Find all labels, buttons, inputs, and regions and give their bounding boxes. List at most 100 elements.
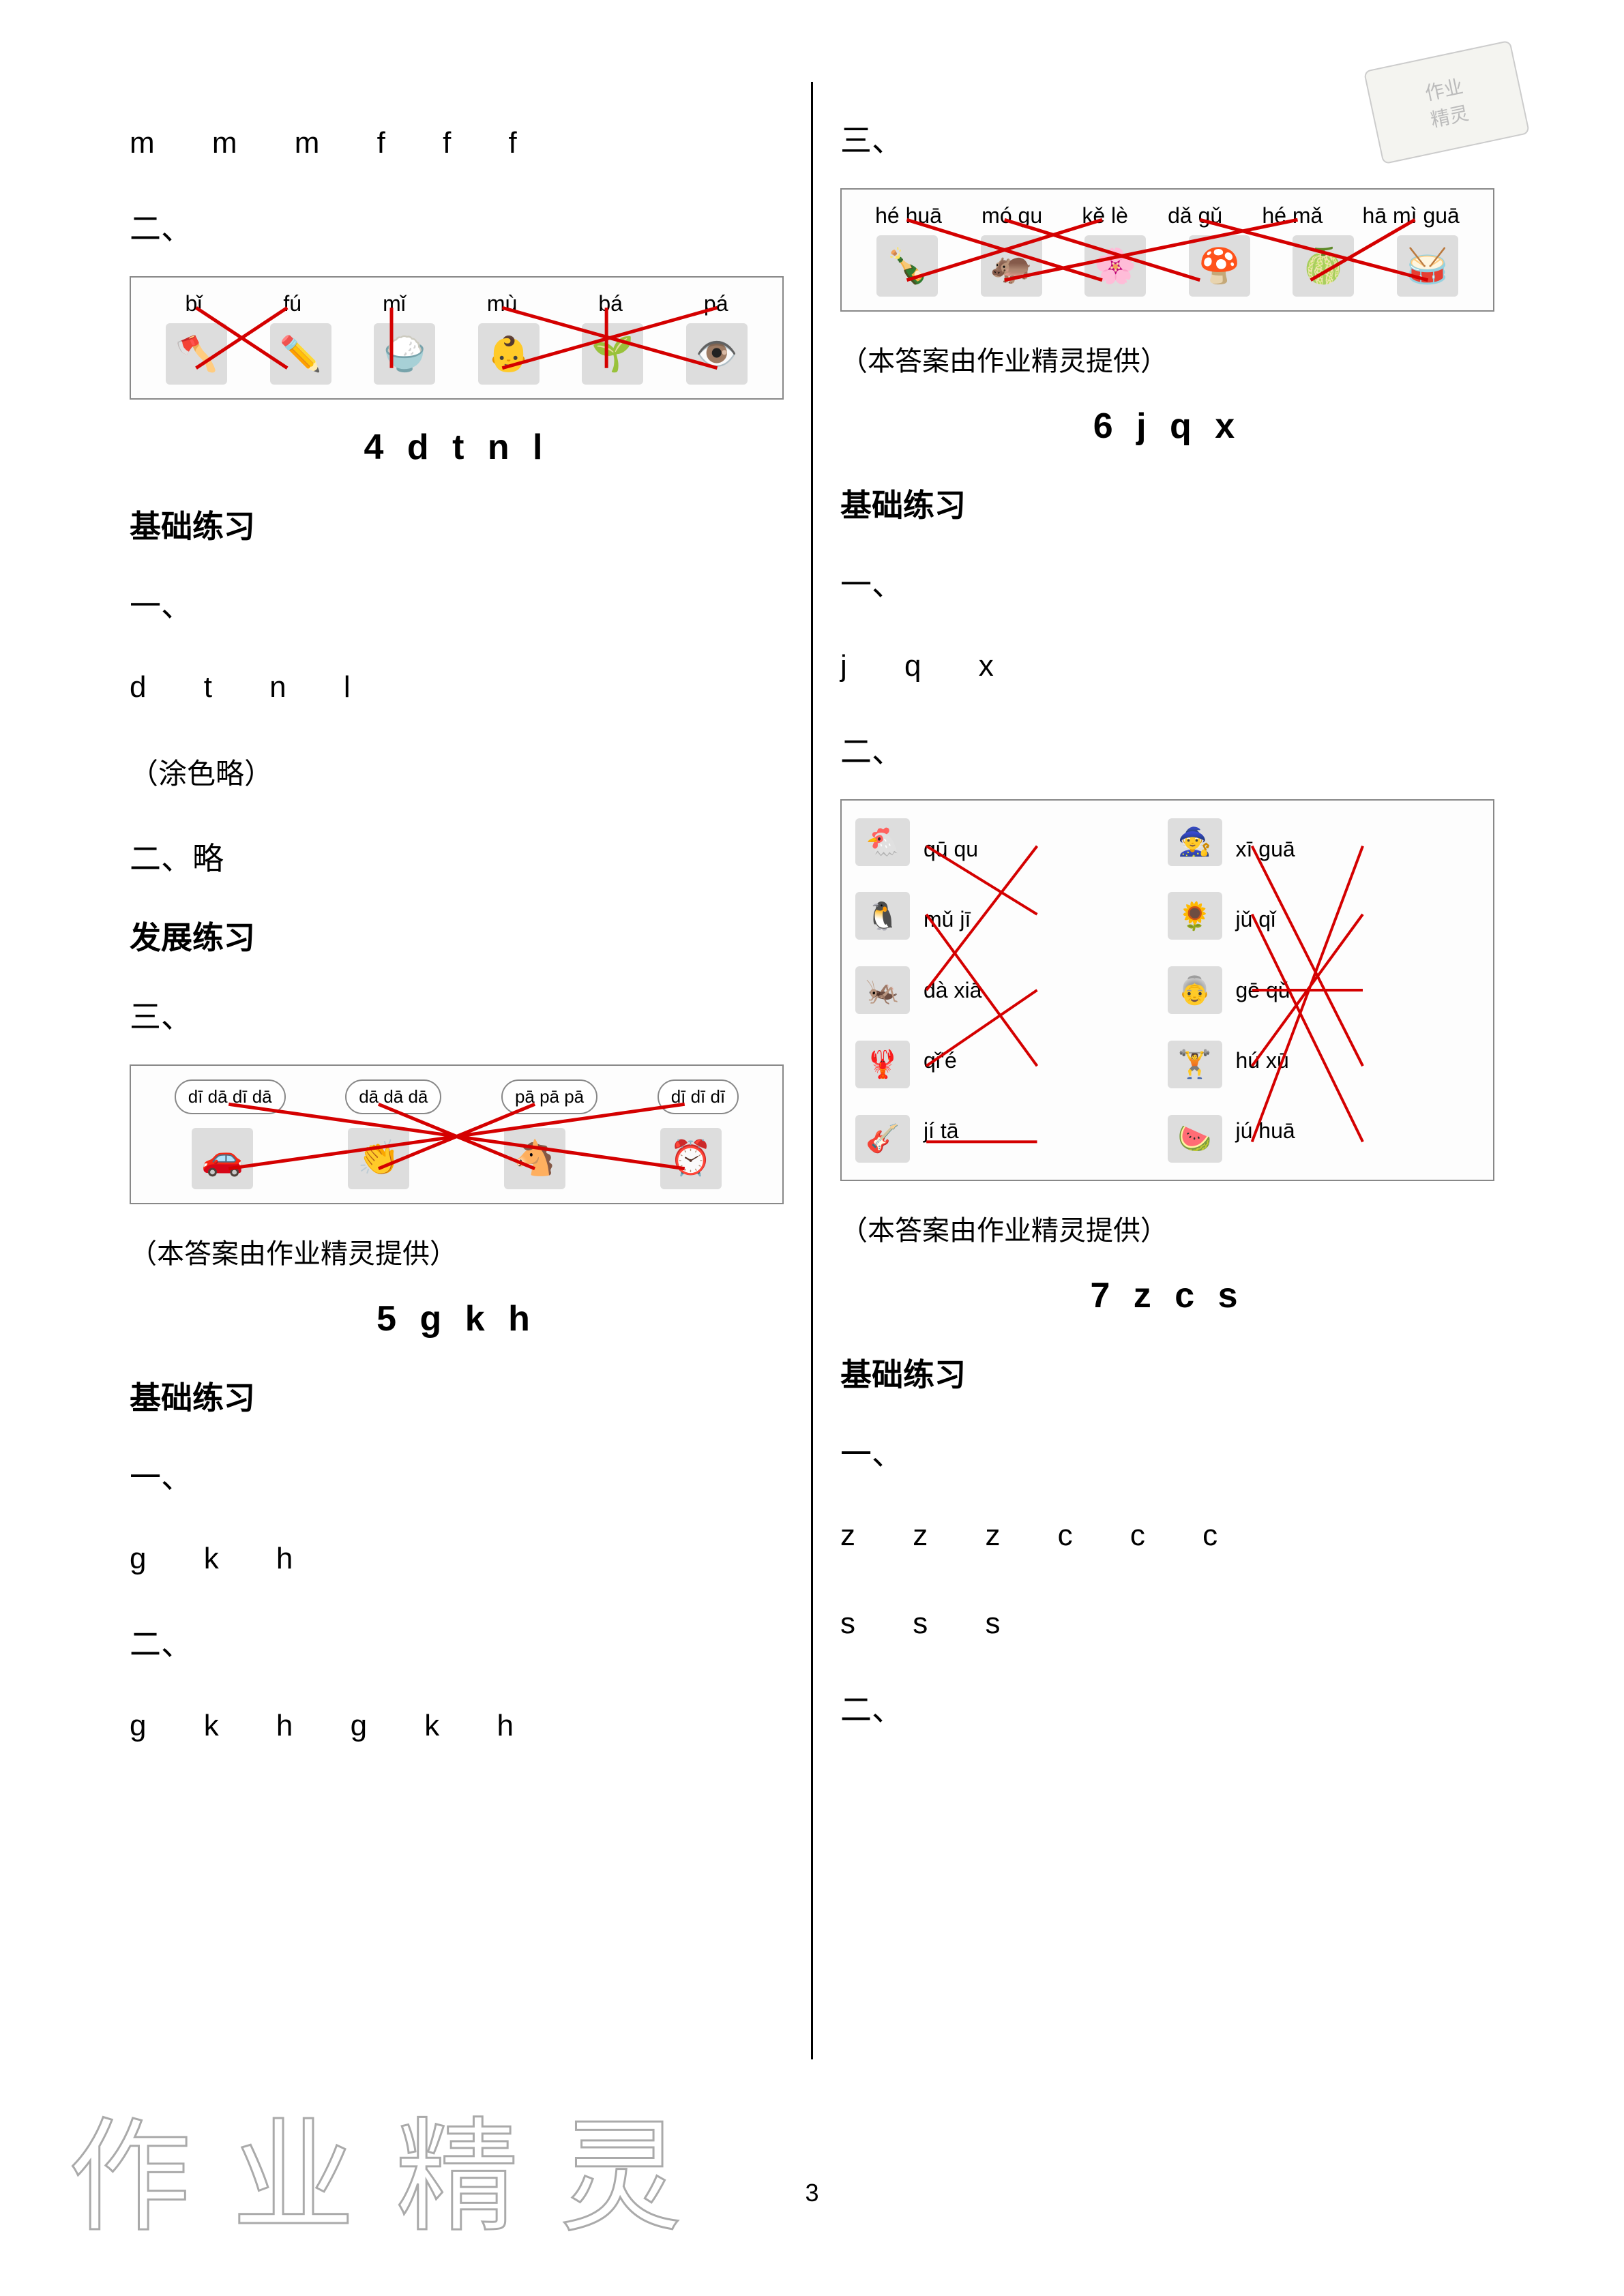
- exercise4-left-labels: qū qu mǔ jī dà xiā qǐ'é jí tā: [924, 814, 981, 1166]
- drum-icon: 🥁: [1397, 235, 1458, 297]
- clock-icon: ⏰: [660, 1128, 722, 1189]
- section-title-4dtnl: 4 d t n l: [130, 427, 784, 468]
- coloring-omitted: （涂色略）: [130, 748, 784, 800]
- weightlift-icon: 🏋️: [1168, 1041, 1222, 1088]
- grandma-icon: 👵: [1168, 966, 1222, 1014]
- pinyin-hamigua: hā mì guā: [1363, 203, 1460, 228]
- bottle-icon: 🍾: [876, 235, 938, 297]
- section-two: 二、: [130, 204, 784, 249]
- label-xigua: xī guā: [1236, 837, 1295, 862]
- label-ququ: qū qu: [924, 837, 981, 862]
- watermelon-icon: 🍉: [1168, 1115, 1222, 1163]
- dev-practice-heading: 发展练习: [130, 913, 784, 958]
- mushroom-icon: 🍄: [1189, 235, 1250, 297]
- oldman-icon: 🧙: [1168, 818, 1222, 866]
- axe-icon: 🪓: [166, 323, 227, 385]
- melon-icon: 🍈: [1293, 235, 1354, 297]
- pinyin-mu: mù: [487, 291, 517, 316]
- eye-icon: 👁️: [686, 323, 748, 385]
- section-two-omitted: 二、略: [130, 834, 784, 879]
- hippo-icon: 🦛: [981, 235, 1042, 297]
- credit-text-3: （本答案由作业精灵提供）: [840, 1208, 1494, 1248]
- exercise2-cloud-row: dī dā dī dā dā dā dā pā pā pā dī dī dī: [145, 1079, 769, 1114]
- baby-icon: 👶: [478, 323, 540, 385]
- section-one-rb: 一、: [840, 1429, 1494, 1474]
- section-title-7zcs: 7 z c s: [840, 1275, 1494, 1316]
- horse-icon: 🐴: [504, 1128, 565, 1189]
- label-gequ: gē qǔ: [1236, 978, 1295, 1003]
- label-juhua: jú huā: [1236, 1118, 1295, 1144]
- exercise1-icon-row: 🪓 ✏️ 🍚 👶 🌱 👁️: [145, 323, 769, 385]
- basic-practice-heading: 基础练习: [130, 502, 784, 547]
- pinyin-ba: bá: [598, 291, 623, 316]
- section-one-b: 一、: [130, 1452, 784, 1497]
- section-one: 一、: [130, 581, 784, 626]
- section-title-5gkh: 5 g k h: [130, 1298, 784, 1339]
- letters-gkh: g k h: [130, 1532, 784, 1585]
- credit-text-2: （本答案由作业精灵提供）: [840, 339, 1494, 378]
- exercise3-pinyin-row: hé huā mó gu kě lè dǎ gǔ hé mǎ hā mì guā: [855, 203, 1479, 228]
- label-qie: qǐ'é: [924, 1048, 981, 1073]
- credit-text-1: （本答案由作业精灵提供）: [130, 1232, 784, 1271]
- cloud-didi: dī dī dī: [658, 1079, 739, 1114]
- pinyin-dagu: dǎ gǔ: [1168, 203, 1222, 228]
- exercise3-match-box: hé huā mó gu kě lè dǎ gǔ hé mǎ hā mì guā…: [840, 188, 1494, 312]
- rice-icon: 🍚: [374, 323, 435, 385]
- penguin-icon: 🐧: [855, 892, 910, 940]
- left-column: m m m f f f 二、 bǐ fú mǐ mù bá pá 🪓 ✏️ 🍚 …: [102, 82, 813, 2059]
- exercise4-right-icons: 🧙 🌻 👵 🏋️ 🍉: [1168, 814, 1222, 1166]
- exercise4-content: 🐔 🐧 🦗 🦞 🎸 qū qu mǔ jī dà xiā qǐ'é jí tā: [855, 814, 1479, 1166]
- letters-gkh2: g k h g k h: [130, 1699, 784, 1753]
- pinyin-mogu: mó gu: [981, 203, 1042, 228]
- pinyin-pa: pá: [704, 291, 728, 316]
- pinyin-kele: kě lè: [1082, 203, 1128, 228]
- right-column: 三、 hé huā mó gu kě lè dǎ gǔ hé mǎ hā mì …: [813, 82, 1522, 2059]
- two-column-layout: m m m f f f 二、 bǐ fú mǐ mù bá pá 🪓 ✏️ 🍚 …: [102, 82, 1522, 2059]
- exercise4-left-icons: 🐔 🐧 🦗 🦞 🎸: [855, 814, 910, 1166]
- pinyin-hema: hé mǎ: [1262, 203, 1323, 228]
- lotus-icon: 🌸: [1084, 235, 1146, 297]
- label-juqi: jǔ qǐ: [1236, 907, 1295, 932]
- letters-zcs: z z z c c c: [840, 1508, 1494, 1562]
- pencil-icon: ✏️: [270, 323, 331, 385]
- label-muji: mǔ jī: [924, 907, 981, 932]
- exercise2-match-box: dī dā dī dā dā dā dā pā pā pā dī dī dī 🚗…: [130, 1064, 784, 1204]
- label-jita: jí tā: [924, 1118, 981, 1144]
- exercise3-icon-row: 🍾 🦛 🌸 🍄 🍈 🥁: [855, 235, 1479, 297]
- section-three: 三、: [130, 992, 784, 1037]
- plant-icon: 🌱: [582, 323, 643, 385]
- cricket-icon: 🦗: [855, 966, 910, 1014]
- section-two-r: 二、: [840, 727, 1494, 772]
- watermark-text: 作业精灵: [68, 2077, 723, 2255]
- exercise4-right-labels: xī guā jǔ qǐ gē qǔ hú xū jú huā: [1236, 814, 1295, 1166]
- label-huxu: hú xū: [1236, 1048, 1295, 1073]
- exercise4-right-col: 🧙 🌻 👵 🏋️ 🍉 xī guā jǔ qǐ gē qǔ hú xū jú h…: [1168, 814, 1480, 1166]
- letters-dtnl: d t n l: [130, 660, 784, 714]
- pinyin-fu: fú: [283, 291, 301, 316]
- pinyin-bi: bǐ: [186, 291, 203, 316]
- car-icon: 🚗: [192, 1128, 253, 1189]
- exercise4-left-col: 🐔 🐧 🦗 🦞 🎸 qū qu mǔ jī dà xiā qǐ'é jí tā: [855, 814, 1168, 1166]
- pinyin-mi: mǐ: [383, 291, 406, 316]
- chicken-icon: 🐔: [855, 818, 910, 866]
- guitar-icon: 🎸: [855, 1115, 910, 1163]
- section-two-rb: 二、: [840, 1685, 1494, 1730]
- basic-practice-heading-r: 基础练习: [840, 481, 1494, 526]
- exercise1-match-box: bǐ fú mǐ mù bá pá 🪓 ✏️ 🍚 👶 🌱 👁️: [130, 276, 784, 400]
- section-title-6jqx: 6 j q x: [840, 406, 1494, 447]
- basic-practice-heading-2: 基础练习: [130, 1373, 784, 1418]
- page-number: 3: [805, 2179, 818, 2207]
- letters-mf: m m m f f f: [130, 116, 784, 170]
- flower-icon: 🌻: [1168, 892, 1222, 940]
- letters-jqx: j q x: [840, 639, 1494, 693]
- section-one-r: 一、: [840, 560, 1494, 605]
- section-two-c: 二、: [130, 1620, 784, 1665]
- basic-practice-heading-r2: 基础练习: [840, 1350, 1494, 1395]
- cloud-dada: dā dā dā: [345, 1079, 441, 1114]
- cloud-dida: dī dā dī dā: [175, 1079, 286, 1114]
- letters-sss: s s s: [840, 1596, 1494, 1650]
- pinyin-hehua: hé huā: [875, 203, 942, 228]
- clap-icon: 👏: [348, 1128, 409, 1189]
- label-daxia: dà xiā: [924, 978, 981, 1003]
- lobster-icon: 🦞: [855, 1041, 910, 1088]
